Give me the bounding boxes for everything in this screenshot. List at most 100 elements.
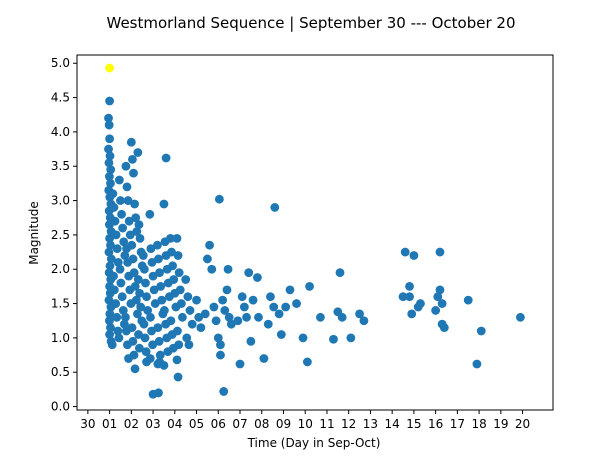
data-point: [106, 165, 116, 175]
data-point: [237, 292, 247, 302]
data-point: [266, 292, 275, 302]
x-tick-label: 05: [189, 417, 204, 431]
data-point: [174, 268, 184, 278]
data-point: [147, 257, 157, 267]
data-point: [433, 292, 443, 302]
data-point: [117, 292, 127, 302]
data-point: [111, 299, 121, 308]
data-point: [431, 306, 441, 315]
data-point: [405, 292, 414, 302]
data-point: [305, 282, 314, 291]
data-point: [220, 306, 230, 315]
data-point: [146, 244, 156, 254]
data-point: [173, 326, 182, 336]
data-point: [130, 199, 140, 209]
data-point: [104, 120, 114, 130]
data-point: [156, 282, 166, 291]
data-point: [113, 257, 123, 267]
data-point: [207, 264, 217, 274]
data-point: [109, 203, 119, 212]
mainshock-point: [105, 63, 114, 73]
data-point: [184, 340, 194, 350]
data-point: [435, 285, 445, 295]
data-point: [476, 326, 486, 336]
data-point: [129, 268, 139, 278]
data-point: [127, 323, 137, 332]
data-point: [187, 319, 197, 329]
data-point: [104, 247, 114, 257]
data-point: [113, 326, 123, 336]
data-point: [213, 333, 223, 343]
data-point: [233, 316, 243, 326]
x-tick-label: 08: [254, 417, 269, 431]
data-point: [136, 302, 146, 312]
data-point: [400, 247, 410, 257]
data-point: [223, 264, 233, 274]
data-point: [125, 230, 135, 240]
data-point: [105, 96, 114, 106]
data-point: [172, 233, 182, 243]
data-point: [115, 264, 125, 274]
data-point: [121, 161, 131, 171]
data-point: [276, 330, 286, 339]
data-point: [200, 309, 210, 319]
data-point: [116, 278, 126, 288]
data-point: [216, 350, 225, 360]
x-tick-label: 15: [406, 417, 421, 431]
data-point: [119, 319, 129, 329]
data-point: [439, 323, 449, 332]
data-point: [104, 172, 114, 181]
data-point: [135, 233, 145, 243]
data-point: [114, 333, 124, 343]
data-point: [154, 254, 163, 264]
data-point: [263, 319, 273, 329]
x-tick-label: 12: [341, 417, 356, 431]
data-point: [235, 359, 245, 369]
data-point: [329, 334, 338, 344]
data-point: [254, 312, 263, 322]
data-point: [127, 240, 137, 250]
data-point: [154, 388, 163, 398]
data-point: [285, 285, 295, 295]
data-point: [172, 355, 182, 365]
data-point: [142, 292, 151, 302]
x-tick-label: 07: [232, 417, 247, 431]
data-point: [335, 268, 345, 278]
data-point: [111, 230, 121, 240]
data-point: [159, 306, 169, 315]
data-point: [239, 302, 249, 312]
data-point: [132, 227, 142, 236]
data-point: [153, 240, 162, 250]
data-point: [302, 357, 312, 367]
data-point: [398, 292, 408, 302]
data-point: [205, 240, 214, 250]
data-point: [437, 299, 447, 308]
data-point: [209, 302, 219, 312]
data-point: [516, 312, 525, 322]
data-point: [139, 264, 149, 274]
data-point: [122, 182, 132, 192]
data-point: [416, 299, 425, 308]
data-point: [104, 158, 114, 168]
data-point: [107, 340, 117, 350]
data-point: [148, 340, 158, 350]
data-point: [161, 153, 171, 163]
data-point: [146, 312, 155, 322]
y-tick-label: 2.5: [51, 228, 70, 242]
data-point: [337, 312, 347, 322]
data-point: [133, 275, 143, 284]
data-point: [224, 312, 234, 322]
data-point: [139, 319, 149, 329]
data-point: [346, 333, 356, 343]
x-tick-label: 01: [102, 417, 117, 431]
x-tick-label: 03: [145, 417, 160, 431]
data-point: [178, 312, 187, 322]
y-tick-label: 0.5: [51, 365, 70, 379]
data-point: [196, 323, 206, 332]
data-point: [463, 295, 473, 305]
data-point: [117, 209, 126, 219]
x-tick-label: 17: [450, 417, 465, 431]
y-axis-label: Magnitude: [27, 201, 41, 265]
data-point: [124, 216, 134, 226]
data-point: [134, 330, 143, 339]
